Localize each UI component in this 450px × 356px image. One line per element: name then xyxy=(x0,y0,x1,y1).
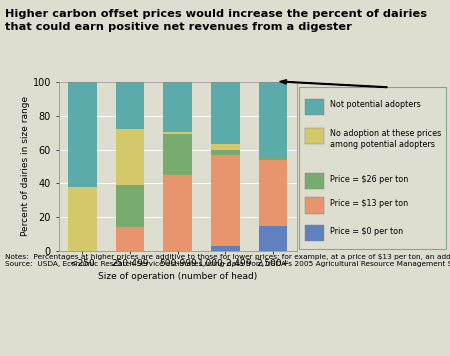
Bar xyxy=(68,82,97,187)
Bar xyxy=(163,175,192,251)
Bar xyxy=(163,132,192,134)
Bar xyxy=(211,145,240,150)
FancyBboxPatch shape xyxy=(305,99,324,115)
Bar xyxy=(259,159,288,226)
FancyBboxPatch shape xyxy=(305,197,324,214)
Bar xyxy=(116,185,144,227)
Text: Price = $26 per ton: Price = $26 per ton xyxy=(330,175,408,184)
Text: Notes:  Percentages at higher prices are additive to those for lower prices; for: Notes: Percentages at higher prices are … xyxy=(5,254,450,267)
Bar xyxy=(259,158,288,159)
Bar xyxy=(211,155,240,246)
Bar xyxy=(68,187,97,251)
Bar xyxy=(163,82,192,132)
FancyBboxPatch shape xyxy=(305,128,324,144)
Bar xyxy=(259,226,288,251)
Bar xyxy=(211,150,240,155)
FancyBboxPatch shape xyxy=(305,225,324,241)
Bar xyxy=(116,129,144,185)
FancyBboxPatch shape xyxy=(305,173,324,189)
Bar xyxy=(211,246,240,251)
Bar xyxy=(116,227,144,251)
X-axis label: Size of operation (number of head): Size of operation (number of head) xyxy=(98,272,257,281)
Bar xyxy=(163,134,192,175)
Bar xyxy=(211,82,240,145)
Text: Price = $13 per ton: Price = $13 per ton xyxy=(330,199,408,208)
Text: Not potential adopters: Not potential adopters xyxy=(330,100,421,109)
Text: No adoption at these prices
among potential adopters: No adoption at these prices among potent… xyxy=(330,129,441,149)
Bar xyxy=(259,82,288,158)
Text: Price = $0 per ton: Price = $0 per ton xyxy=(330,226,403,236)
Y-axis label: Percent of dairies in size range: Percent of dairies in size range xyxy=(21,96,30,236)
Text: Higher carbon offset prices would increase the percent of dairies
that could ear: Higher carbon offset prices would increa… xyxy=(5,9,427,32)
Bar xyxy=(116,82,144,129)
